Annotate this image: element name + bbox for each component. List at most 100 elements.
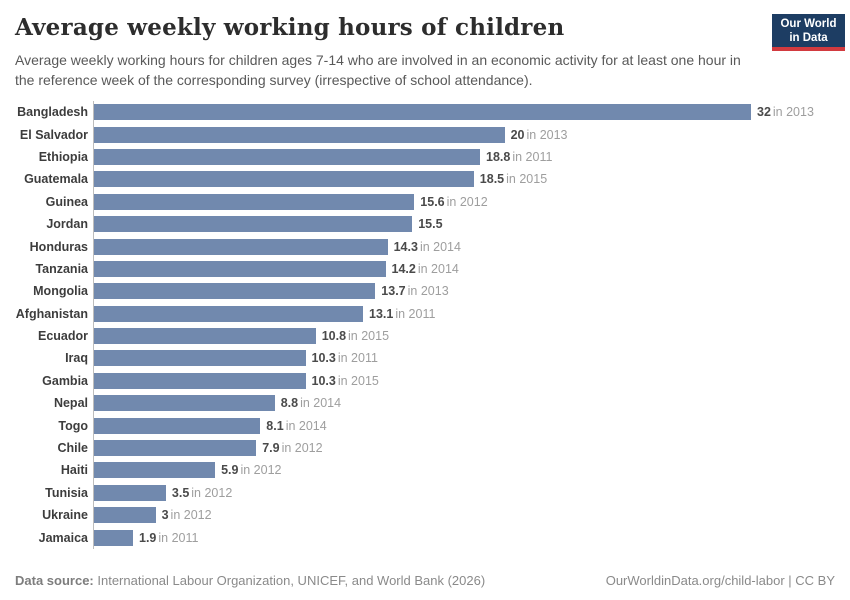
value-year: in 2014 xyxy=(417,261,459,276)
value-year: in 2014 xyxy=(419,239,461,254)
bar xyxy=(94,193,415,210)
chart-row: Tanzania 14.2 in 2014 xyxy=(0,257,850,281)
chart-row: Jordan 15.5 xyxy=(0,212,850,236)
value-number: 7.9 xyxy=(262,441,280,456)
chart-row: Haiti 5.9 in 2012 xyxy=(0,459,850,482)
owid-logo: Our World in Data xyxy=(772,14,845,51)
value-year: in 2012 xyxy=(446,194,488,209)
country-label: Afghanistan xyxy=(15,306,88,321)
value-label: 18.5 in 2015 xyxy=(480,172,547,186)
value-year: in 2012 xyxy=(191,485,233,500)
data-source-text: International Labour Organization, UNICE… xyxy=(97,573,486,588)
value-number: 8.1 xyxy=(266,418,284,433)
country-label: Chile xyxy=(57,441,88,456)
value-year: in 2014 xyxy=(300,396,342,411)
chart-row: Ecuador 10.8 in 2015 xyxy=(0,324,850,348)
value-number: 13.7 xyxy=(381,284,406,299)
bar xyxy=(94,216,413,233)
owid-logo-line2: in Data xyxy=(789,32,828,44)
value-label: 32 in 2013 xyxy=(757,105,814,119)
bar-chart: Bangladesh 32 in 2013 El Salvador 20 in 2013 E… xyxy=(0,101,850,549)
country-label: Jamaica xyxy=(38,530,88,545)
bar xyxy=(94,305,363,322)
country-label: Honduras xyxy=(29,239,88,254)
value-number: 14.2 xyxy=(391,261,416,276)
country-label: Iraq xyxy=(65,351,88,366)
bar xyxy=(94,104,751,121)
value-label: 14.3 in 2014 xyxy=(394,240,461,254)
data-source-label: Data source: xyxy=(15,573,94,588)
chart-row: Guinea 15.6 in 2012 xyxy=(0,190,850,213)
country-label: Jordan xyxy=(46,217,88,232)
value-label: 3.5 in 2012 xyxy=(172,486,232,500)
value-label: 10.3 in 2011 xyxy=(312,351,378,365)
value-number: 3.5 xyxy=(171,485,190,500)
plot-row: 13.1 in 2011 xyxy=(93,302,850,325)
plot-row: 3.5 in 2012 xyxy=(93,481,850,505)
country-label: Gambia xyxy=(42,373,88,388)
value-year: in 2012 xyxy=(170,508,212,523)
chart-subtitle: Average weekly working hours for childre… xyxy=(15,52,741,88)
value-number: 13.1 xyxy=(369,306,394,321)
owid-logo-line1: Our World xyxy=(780,18,837,30)
value-number: 15.5 xyxy=(418,217,443,232)
value-year: in 2013 xyxy=(526,127,568,142)
bar xyxy=(94,529,133,546)
bar xyxy=(94,372,306,389)
value-number: 10.8 xyxy=(321,329,347,344)
value-year: in 2011 xyxy=(395,306,436,321)
plot-row: 15.5 xyxy=(93,212,850,236)
page-title: Average weekly working hours of children xyxy=(15,14,565,41)
value-number: 32 xyxy=(757,105,771,120)
value-number: 15.6 xyxy=(420,194,445,209)
value-year: in 2015 xyxy=(506,172,548,187)
chart-row: Ethiopia 18.8 in 2011 xyxy=(0,145,850,169)
value-year: in 2013 xyxy=(772,105,814,120)
plot-row: 14.3 in 2014 xyxy=(93,235,850,258)
plot-row: 15.6 in 2012 xyxy=(93,190,850,213)
bar xyxy=(94,507,156,524)
value-year: in 2011 xyxy=(337,351,378,366)
plot-row: 18.5 in 2015 xyxy=(93,168,850,191)
plot-row: 20 in 2013 xyxy=(93,123,850,146)
value-label: 5.9 in 2012 xyxy=(221,463,281,477)
chart-row: Honduras 14.3 in 2014 xyxy=(0,235,850,258)
plot-row: 1.9 in 2011 xyxy=(93,526,850,549)
plot-row: 18.8 in 2011 xyxy=(93,145,850,169)
value-label: 20 in 2013 xyxy=(511,128,568,142)
plot-row: 10.3 in 2011 xyxy=(93,347,850,370)
country-label: Haiti xyxy=(60,463,88,478)
value-label: 13.1 in 2011 xyxy=(369,307,435,321)
value-year: in 2015 xyxy=(337,373,379,388)
chart-row: Guatemala 18.5 in 2015 xyxy=(0,168,850,191)
value-number: 20 xyxy=(510,127,525,142)
footer-attribution: OurWorldinData.org/child-labor | CC BY xyxy=(605,573,835,588)
chart-row: El Salvador 20 in 2013 xyxy=(0,123,850,146)
bar xyxy=(94,350,306,367)
chart-row: Nepal 8.8 in 2014 xyxy=(0,392,850,415)
plot-row: 10.3 in 2015 xyxy=(93,369,850,393)
data-source-note: Data source: International Labour Organi… xyxy=(15,573,485,588)
value-label: 14.2 in 2014 xyxy=(392,262,459,276)
value-year: in 2011 xyxy=(158,530,199,545)
value-label: 8.1 in 2014 xyxy=(266,419,326,433)
value-year: in 2012 xyxy=(240,463,282,478)
value-label: 15.5 xyxy=(418,217,444,231)
bar xyxy=(94,260,386,277)
chart-row: Iraq 10.3 in 2011 xyxy=(0,347,850,370)
value-number: 8.8 xyxy=(280,396,299,411)
plot-row: 8.1 in 2014 xyxy=(93,414,850,437)
plot-row: 8.8 in 2014 xyxy=(93,392,850,415)
value-label: 10.3 in 2015 xyxy=(312,374,379,388)
bar xyxy=(94,238,388,255)
value-number: 1.9 xyxy=(139,530,157,545)
chart-row: Afghanistan 13.1 in 2011 xyxy=(0,302,850,325)
value-label: 7.9 in 2012 xyxy=(262,441,322,455)
plot-row: 5.9 in 2012 xyxy=(93,459,850,482)
value-label: 10.8 in 2015 xyxy=(322,329,389,343)
country-label: Ukraine xyxy=(42,508,88,523)
bar xyxy=(94,328,316,345)
bar xyxy=(94,283,376,300)
plot-row: 10.8 in 2015 xyxy=(93,324,850,348)
